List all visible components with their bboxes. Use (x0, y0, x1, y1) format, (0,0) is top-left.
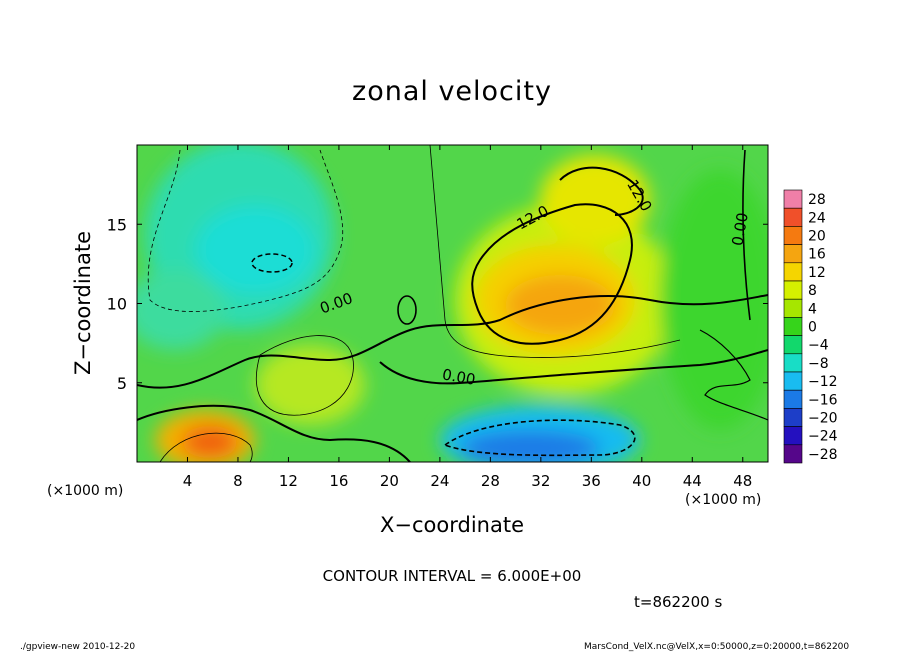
colorbar-swatch (783, 280, 803, 300)
footer-left: ./gpview-new 2010-12-20 (20, 642, 136, 652)
colorbar-label: 24 (808, 210, 826, 226)
y-axis-label: Z−coordinate (71, 231, 95, 375)
colorbar-label: −16 (808, 392, 838, 408)
colorbar-swatch (783, 262, 803, 282)
x-tick-label: 20 (380, 472, 399, 490)
zero-contour-upper (137, 294, 768, 389)
colorbar-swatch (783, 335, 803, 355)
colorbar-swatch (783, 244, 803, 264)
x-tick-label: 12 (279, 472, 298, 490)
x-tick-label: 24 (430, 472, 449, 490)
colorbar-swatch (783, 317, 803, 336)
x-tick-label: 4 (183, 472, 193, 490)
time-label: t=862200 s (634, 593, 723, 611)
colorbar-label: 20 (808, 229, 826, 245)
y-ticks: 5 10 15 (107, 215, 768, 393)
colorbar-swatch (783, 226, 803, 245)
y-tick-label: 15 (107, 215, 127, 234)
colorbar-label: −8 (808, 356, 829, 372)
colorbar-swatch (783, 298, 803, 318)
colorbar-label: −24 (808, 429, 838, 445)
colorbar-swatch (783, 426, 803, 446)
colorbar: 28 24 20 16 12 8 4 0 −4 −8 −12 −16 −20 −24 −28 (783, 189, 838, 464)
contour-label: 0.00 (728, 211, 752, 247)
contour-lines (137, 145, 768, 462)
positive-region-lower-left (255, 345, 365, 425)
x-unit-label-left: (×1000 m) (47, 483, 124, 499)
colorbar-swatch (783, 389, 803, 409)
y-tick-label: 5 (117, 374, 127, 393)
dashed-contour-min (251, 253, 293, 273)
x-ticks: 4 8 12 16 20 24 28 32 36 40 44 48 (183, 145, 752, 490)
x-tick-label: 44 (683, 472, 702, 490)
colorbar-label: −4 (808, 338, 829, 354)
colorbar-label: −12 (808, 374, 838, 390)
colorbar-label: 12 (808, 265, 826, 281)
colorbar-label: −28 (808, 447, 838, 463)
contour-label: 0.00 (441, 365, 477, 389)
colorbar-swatch (783, 371, 803, 391)
x-tick-label: 48 (733, 472, 752, 490)
x-tick-label: 16 (329, 472, 348, 490)
zero-contour-lower (379, 349, 768, 385)
x-tick-label: 40 (632, 472, 651, 490)
x-tick-label: 36 (582, 472, 601, 490)
colorbar-swatch (783, 408, 803, 427)
contour-12-main (471, 203, 633, 345)
heatmap-field (137, 145, 768, 462)
colorbar-label: 16 (808, 247, 826, 263)
y-tick-label: 10 (107, 295, 127, 314)
colorbar-label: 28 (808, 192, 826, 208)
colorbar-swatch (783, 444, 803, 464)
colorbar-label: 4 (808, 301, 817, 317)
colorbar-label: −20 (808, 411, 838, 427)
footer-right: MarsCond_VelX.nc@VelX,x=0:50000,z=0:2000… (584, 642, 850, 652)
colorbar-swatch (783, 353, 803, 373)
x-axis-label: X−coordinate (380, 513, 524, 537)
x-tick-label: 32 (531, 472, 550, 490)
contour-interval-note: CONTOUR INTERVAL = 6.000E+00 (322, 567, 582, 585)
x-unit-label-right: (×1000 m) (685, 492, 762, 508)
contour-12-upper (559, 166, 644, 216)
x-tick-label: 28 (481, 472, 500, 490)
chart-title: zonal velocity (352, 76, 552, 107)
colorbar-swatch (783, 189, 803, 209)
x-tick-label: 8 (233, 472, 243, 490)
colorbar-label: 0 (808, 320, 817, 336)
colorbar-label: 8 (808, 283, 817, 299)
colorbar-swatch (783, 207, 803, 227)
